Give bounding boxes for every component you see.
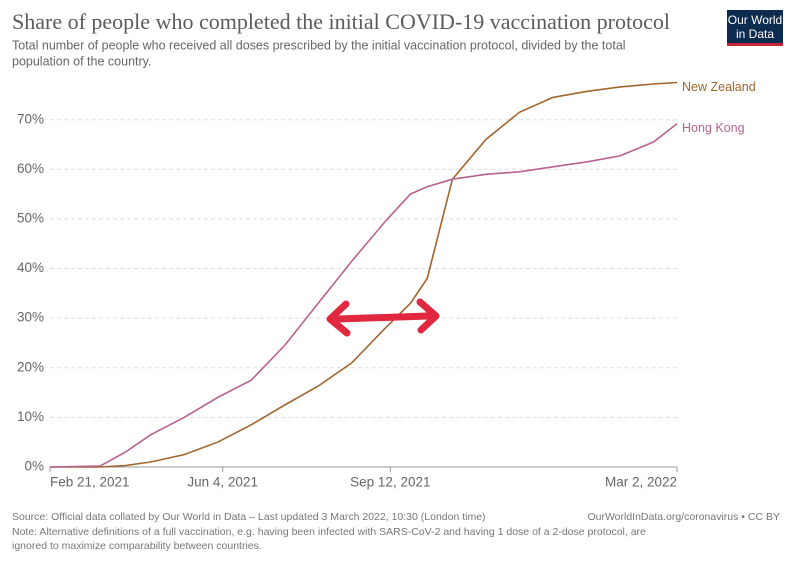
- logo-text: in Data: [736, 27, 774, 41]
- y-tick-label: 50%: [17, 210, 44, 225]
- series-label: Hong Kong: [682, 121, 745, 135]
- arrow-head: [416, 298, 440, 334]
- y-tick-label: 0%: [24, 459, 44, 474]
- note: Note: Alternative definitions of a full …: [12, 526, 646, 538]
- logo-bar: [727, 43, 783, 46]
- arrow-shaft: [334, 312, 432, 323]
- y-tick-label: 20%: [17, 359, 44, 374]
- y-tick-label: 60%: [17, 161, 44, 176]
- chart-title: Share of people who completed the initia…: [12, 9, 670, 34]
- logo-box: [727, 10, 783, 46]
- series-line: [49, 123, 678, 468]
- arrow: [326, 298, 440, 337]
- series-line: [50, 81, 678, 468]
- x-tick-label: Jun 4, 2021: [187, 475, 258, 490]
- source-right: OurWorldInData.org/coronavirus • CC BY: [587, 511, 780, 523]
- y-tick-label: 30%: [17, 310, 44, 325]
- subtitle: population of the country.: [12, 54, 151, 68]
- x-tick-label: Mar 2, 2022: [605, 475, 677, 490]
- x-tick-label: Sep 12, 2021: [350, 475, 430, 490]
- x-tick-label: Feb 21, 2021: [50, 475, 130, 490]
- logo: Our World in Data: [727, 10, 783, 46]
- y-tick-label: 40%: [17, 260, 44, 275]
- arrow-head: [326, 300, 351, 337]
- source: Source: Official data collated by Our Wo…: [12, 511, 486, 523]
- y-tick-label: 10%: [17, 409, 44, 424]
- logo-text: Our World: [728, 13, 782, 27]
- subtitle: Total number of people who received all …: [12, 38, 626, 52]
- y-tick-label: 70%: [17, 111, 44, 126]
- series-label: New Zealand: [682, 80, 756, 94]
- plot: 0% 10% 20% 30% 40% 50% 60% 70% Feb 21, 2021 Jun 4…: [17, 80, 756, 490]
- note: ignored to maximize comparability betwee…: [12, 540, 262, 552]
